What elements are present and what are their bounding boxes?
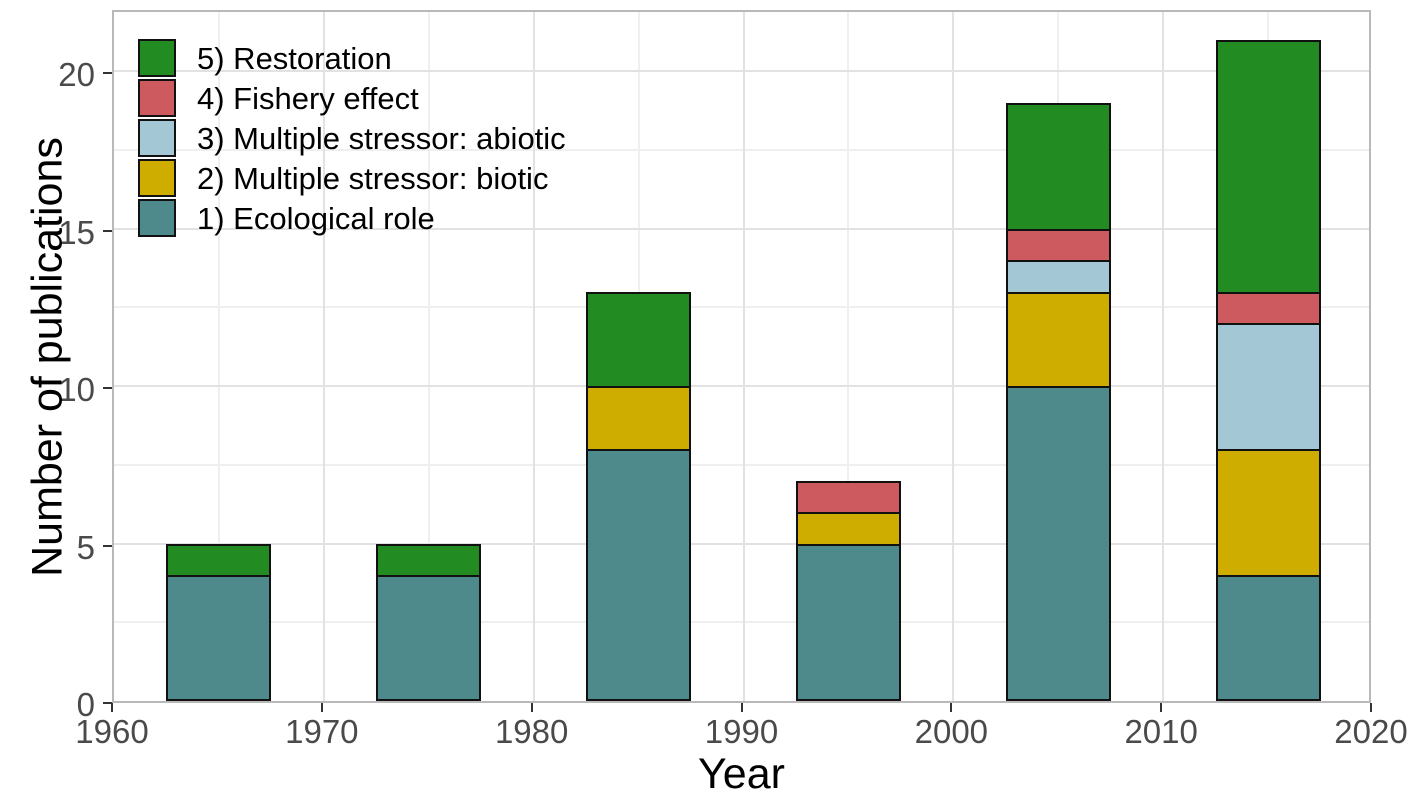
bar-segment-1995-4 (795, 480, 901, 512)
bar-segment-1965-1 (166, 575, 272, 701)
bar-segment-1995-1 (795, 543, 901, 701)
y-axis-tick (103, 544, 112, 547)
bar-segment-1985-2 (586, 386, 692, 449)
x-axis-tick-label: 1970 (285, 713, 359, 750)
legend-key-swatch (138, 39, 176, 77)
gridline-y-minor (114, 621, 1369, 624)
x-axis-tick (111, 703, 113, 712)
legend-item-label: 1) Ecological role (197, 200, 435, 236)
legend-item-label: 5) Restoration (197, 40, 392, 76)
legend-item-label: 3) Multiple stressor: abiotic (197, 120, 566, 156)
gridline-x-major (1162, 12, 1165, 701)
legend-key-swatch (138, 199, 176, 237)
x-axis-tick (740, 703, 743, 712)
legend-item-label: 4) Fishery effect (197, 80, 419, 116)
y-axis-tick (103, 72, 112, 74)
bar-segment-1985-1 (586, 449, 692, 701)
x-axis-tick-label: 1990 (704, 713, 779, 750)
bar-segment-2015-2 (1215, 449, 1321, 575)
legend-item: 2) Multiple stressor: biotic (138, 158, 566, 198)
x-axis-tick-label: 2010 (1124, 713, 1198, 750)
bar-segment-1985-5 (586, 291, 692, 386)
legend-key-swatch (138, 119, 176, 157)
y-axis-tick-label: 15 (58, 213, 95, 251)
bar-segment-1965-5 (166, 543, 272, 575)
gridline-y-minor (114, 463, 1369, 466)
gridline-y-minor (114, 306, 1369, 309)
gridline-x-minor (427, 12, 430, 701)
bar-segment-2005-5 (1005, 102, 1111, 229)
bar-segment-2015-3 (1215, 323, 1321, 449)
bar-segment-2015-1 (1215, 575, 1321, 701)
gridline-y-major (114, 385, 1369, 387)
y-axis-tick (103, 229, 112, 232)
bar-segment-2015-5 (1215, 39, 1321, 292)
y-axis-tick (103, 387, 112, 389)
legend-item: 5) Restoration (138, 38, 566, 78)
y-axis-tick-label: 0 (76, 686, 95, 723)
x-axis-title: Year (698, 750, 785, 798)
y-axis-tick-label: 20 (58, 56, 95, 93)
bar-segment-2005-3 (1005, 260, 1111, 292)
y-axis-tick-label: 5 (76, 528, 95, 566)
gridline-y-minor (114, 148, 1369, 151)
legend-item: 3) Multiple stressor: abiotic (138, 118, 566, 158)
bar-segment-1975-5 (376, 543, 482, 575)
plot-panel: 5) Restoration 4) Fishery effect 3) Multip… (112, 10, 1371, 703)
x-axis-tick (530, 703, 533, 712)
x-axis-tick-label: 1960 (75, 713, 149, 750)
legend: 5) Restoration 4) Fishery effect 3) Multip… (138, 38, 566, 238)
bar-segment-1995-2 (795, 512, 901, 544)
bar-segment-2005-2 (1005, 291, 1111, 386)
gridline-x-major (952, 12, 955, 701)
gridline-x-major (322, 12, 325, 701)
bar-segment-2005-1 (1005, 386, 1111, 701)
gridline-y-major (114, 70, 1369, 72)
x-axis-tick (320, 703, 323, 712)
x-axis-tick-label: 1980 (494, 713, 569, 750)
x-axis-tick-label: 2020 (1334, 713, 1408, 750)
legend-key-swatch (138, 79, 176, 117)
gridline-x-major (532, 12, 535, 701)
bar-segment-1975-1 (376, 575, 482, 701)
bar-segment-2005-4 (1005, 228, 1111, 260)
bar-segment-2015-4 (1215, 291, 1321, 323)
x-axis-tick (950, 703, 953, 712)
y-axis-tick (103, 702, 112, 704)
gridline-x-minor (847, 12, 850, 701)
legend-item-label: 2) Multiple stressor: biotic (197, 160, 549, 196)
gridline-x-minor (217, 12, 220, 701)
gridline-y-major (114, 542, 1369, 545)
x-axis-tick-label: 2000 (914, 713, 989, 750)
gridline-y-major (114, 227, 1369, 230)
x-axis-tick (1160, 703, 1163, 712)
y-axis-tick-label: 10 (58, 371, 95, 408)
gridline-x-major (742, 12, 745, 701)
legend-item: 1) Ecological role (138, 198, 566, 238)
x-axis-tick (1370, 703, 1372, 712)
legend-key-swatch (138, 159, 176, 197)
legend-item: 4) Fishery effect (138, 78, 566, 118)
y-axis-title: Number of publications (23, 136, 72, 577)
